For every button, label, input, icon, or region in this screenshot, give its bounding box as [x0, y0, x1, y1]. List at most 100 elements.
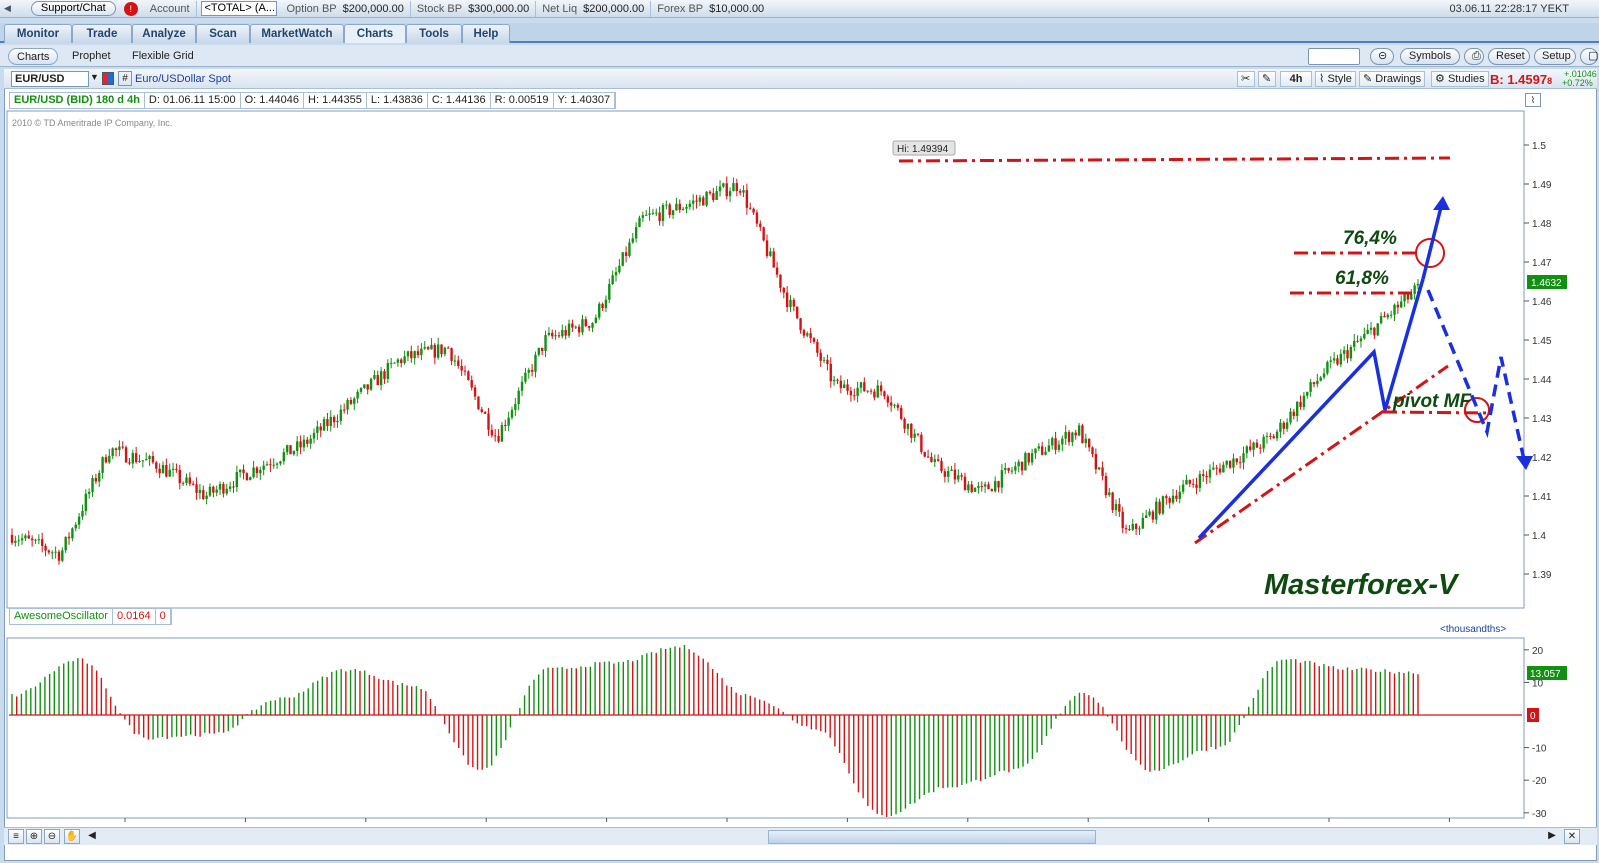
zoom-in-icon[interactable]: ⊕ — [26, 829, 42, 844]
candle-body — [993, 481, 997, 492]
candle-body — [691, 200, 695, 204]
scroll-left-icon[interactable]: ◀ — [88, 830, 96, 841]
menu-icon[interactable]: ≡ — [8, 829, 24, 844]
candle-body — [148, 456, 151, 460]
fib-764-circle[interactable] — [1415, 238, 1445, 268]
fit-icon[interactable]: ✕ — [1564, 829, 1580, 844]
tab-scan[interactable]: Scan — [196, 24, 250, 43]
print-icon[interactable]: ⎙ — [1464, 48, 1484, 65]
aggregation-selector[interactable]: 4h — [1280, 71, 1312, 87]
candle-body — [1047, 445, 1051, 452]
projected-down-path[interactable] — [1426, 289, 1527, 465]
tab-charts[interactable]: Charts — [344, 24, 406, 43]
candle-body — [64, 536, 67, 551]
candle-body — [1312, 382, 1316, 385]
candle-body — [359, 388, 363, 392]
symbols-button[interactable]: Symbols — [1400, 48, 1460, 65]
drawings-button[interactable]: ✎ Drawings — [1359, 71, 1426, 87]
scroll-right-icon[interactable]: ▶ — [1548, 830, 1556, 841]
candle-body — [118, 446, 121, 451]
chart-scrollbar[interactable]: ≡ ⊕ ⊖ ✋ ◀ ▶ ✕ — [4, 827, 1597, 845]
candle-body — [44, 545, 47, 551]
support-chat-button[interactable]: Support/Chat — [30, 1, 116, 16]
menu-arrow-icon[interactable]: ◀ — [4, 3, 11, 13]
tab-marketwatch[interactable]: MarketWatch — [250, 24, 344, 43]
candle-body — [1218, 468, 1222, 473]
pivot-line[interactable] — [1382, 410, 1491, 415]
candle-body — [1302, 395, 1306, 408]
reset-button[interactable]: Reset — [1488, 48, 1530, 65]
detach-icon[interactable]: ▢ — [1580, 48, 1598, 65]
hash-icon[interactable]: # — [118, 71, 132, 86]
candle-body — [1215, 467, 1218, 469]
pivot-circle[interactable] — [1464, 397, 1490, 423]
candle-body — [504, 425, 507, 427]
symbol-input[interactable]: EUR/USD — [11, 71, 89, 87]
candle-body — [698, 197, 702, 202]
symbol-dropdown-icon[interactable]: ▼ — [90, 72, 99, 82]
subtab-flexible-grid[interactable]: Flexible Grid — [132, 50, 194, 62]
hi-resistance-line[interactable] — [898, 156, 1451, 163]
color-grid-icon[interactable] — [102, 72, 114, 85]
zoom-out-icon[interactable]: ⊖ — [44, 829, 60, 844]
candle-body — [1359, 338, 1363, 342]
color-box[interactable] — [1308, 48, 1360, 65]
candle-body — [1121, 511, 1124, 529]
candle-body — [987, 484, 990, 490]
candle-body — [1158, 501, 1161, 514]
candle-body — [601, 303, 604, 309]
tab-analyze[interactable]: Analyze — [132, 24, 196, 43]
candle-body — [876, 385, 879, 398]
candle-body — [537, 347, 541, 355]
candle-body — [1044, 451, 1047, 455]
subtab-prophet[interactable]: Prophet — [72, 50, 111, 62]
pencil-icon[interactable]: ✎ — [1258, 71, 1276, 87]
hand-icon[interactable]: ✋ — [64, 829, 80, 844]
price-tick-label: 1.44 — [1532, 375, 1552, 386]
studies-button[interactable]: ⚙ Studies — [1431, 71, 1489, 87]
tab-tools[interactable]: Tools — [406, 24, 462, 43]
tab-monitor[interactable]: Monitor — [4, 24, 72, 43]
candle-body — [1094, 454, 1098, 470]
crosshair-icon[interactable]: ✂ — [1237, 71, 1255, 87]
candle-body — [396, 359, 400, 363]
candle-body — [524, 372, 527, 382]
candle-body — [1091, 447, 1094, 455]
candle-body — [1084, 438, 1087, 444]
setup-button[interactable]: Setup — [1534, 48, 1576, 65]
scroll-thumb[interactable] — [768, 830, 1096, 844]
candle-body — [567, 323, 571, 336]
last-price-tag — [1527, 275, 1567, 289]
candle-body — [1077, 425, 1081, 436]
candle-body — [1299, 401, 1302, 408]
bid-price: B: 1.45978 — [1490, 72, 1553, 87]
ao-name[interactable]: AwesomeOscillator — [10, 609, 113, 624]
account-selector[interactable]: <TOTAL> (A... — [200, 1, 277, 16]
candle-body — [779, 274, 782, 288]
candle-body — [212, 486, 215, 493]
link-icon[interactable]: ⊝ — [1370, 48, 1394, 65]
candle-body — [967, 484, 970, 491]
alert-icon[interactable]: ! — [123, 1, 138, 16]
tab-trade[interactable]: Trade — [72, 24, 132, 43]
candle-body — [383, 371, 386, 379]
chart-settings-icon[interactable]: ⌇ — [1525, 93, 1541, 107]
candle-body — [494, 435, 497, 437]
candle-body — [1205, 475, 1208, 478]
candle-body — [145, 459, 148, 461]
candle-body — [514, 404, 517, 410]
stock-bp: Stock BP $300,000.00 — [411, 0, 537, 17]
candle-body — [403, 356, 406, 364]
tab-help[interactable]: Help — [462, 24, 510, 43]
style-button[interactable]: ⌇ Style — [1315, 71, 1356, 87]
wave-path[interactable] — [1197, 278, 1425, 540]
subtab-charts[interactable]: Charts — [8, 48, 59, 65]
candle-body — [557, 335, 561, 337]
candle-body — [977, 486, 980, 488]
ao-tick-label: -30 — [1532, 809, 1547, 820]
projected-up-arrow[interactable] — [1421, 206, 1443, 280]
price-plot-frame — [6, 110, 1525, 609]
candle-body — [906, 423, 910, 429]
trend-support-line[interactable] — [1194, 364, 1449, 545]
